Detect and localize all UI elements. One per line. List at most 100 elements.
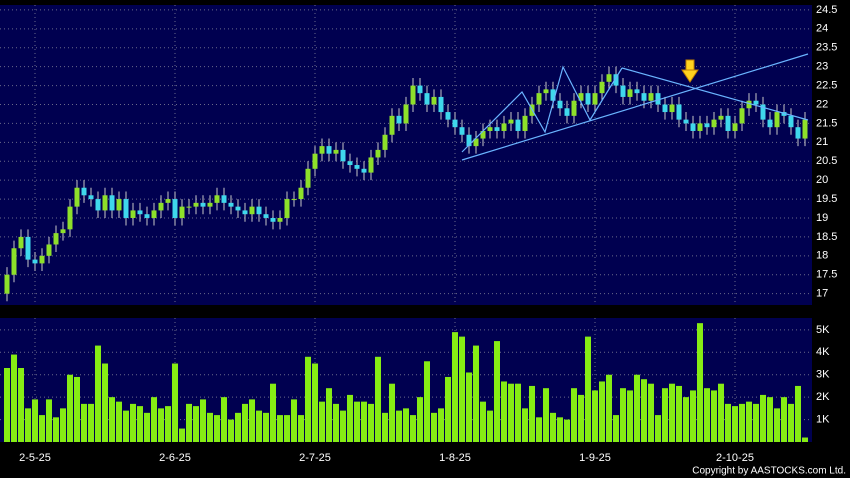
signal-arrow xyxy=(681,59,699,83)
candle-body xyxy=(18,236,24,249)
volume-bar xyxy=(760,394,766,442)
trend-lines xyxy=(461,53,809,161)
arrow-head xyxy=(681,69,699,83)
volume-bar xyxy=(445,376,451,442)
candle-body xyxy=(564,108,570,116)
volume-bar xyxy=(529,385,535,442)
volume-bar xyxy=(193,406,199,442)
volume-bar xyxy=(683,397,689,442)
candle-body xyxy=(46,244,52,256)
volume-bar xyxy=(172,363,178,442)
candle-body xyxy=(739,108,745,124)
candle-body xyxy=(221,195,227,203)
candle-body xyxy=(760,104,766,120)
volume-bar xyxy=(473,345,479,442)
copyright: Copyright by AASTOCKS.com Ltd. xyxy=(692,466,846,477)
candle-body xyxy=(368,157,374,173)
y-tick-label: 1K xyxy=(816,413,830,425)
candle-body xyxy=(606,74,612,82)
volume-bar xyxy=(641,379,647,442)
candle-body xyxy=(25,236,31,260)
candle-body xyxy=(522,115,528,131)
candle-body xyxy=(123,199,129,218)
volume-bar xyxy=(46,399,52,442)
candle-body xyxy=(172,199,178,218)
volume-bar xyxy=(74,376,80,442)
y-tick-label: 22.5 xyxy=(816,79,837,91)
candle-body xyxy=(725,115,731,131)
trend-line xyxy=(621,67,809,121)
candle-body xyxy=(298,187,304,200)
volume-bar xyxy=(452,332,458,442)
volume-bar xyxy=(263,412,269,442)
candle-body xyxy=(109,195,115,211)
candle-body xyxy=(676,104,682,120)
volume-bar xyxy=(214,415,220,442)
x-tick-label: 1-9-25 xyxy=(579,452,611,464)
volume-bar xyxy=(487,410,493,442)
candle-body xyxy=(536,93,542,105)
candle-body xyxy=(424,93,430,105)
volume-bar xyxy=(585,336,591,442)
volume-bar xyxy=(613,415,619,442)
candle-body xyxy=(683,119,689,124)
candle-body xyxy=(200,202,206,207)
volume-bar xyxy=(662,388,668,442)
volume-bar xyxy=(655,415,661,442)
volume-bar xyxy=(410,415,416,442)
price-panel xyxy=(0,5,812,305)
candle-body xyxy=(11,248,17,275)
candle-body xyxy=(396,115,402,124)
arrow-shaft xyxy=(685,59,695,71)
candle-body xyxy=(767,119,773,128)
candle-body xyxy=(207,202,213,207)
volume-bar xyxy=(291,399,297,442)
y-tick-label: 19 xyxy=(816,212,828,224)
candle-body xyxy=(627,89,633,97)
y-tick-label: 3K xyxy=(816,369,830,381)
volume-bar xyxy=(25,408,31,442)
candle-body xyxy=(753,100,759,105)
volume-bar xyxy=(438,408,444,442)
candle-body xyxy=(417,85,423,94)
candle-body xyxy=(718,115,724,120)
volume-bar xyxy=(606,374,612,442)
candle-body xyxy=(249,206,255,215)
candle-body xyxy=(410,85,416,105)
volume-bar xyxy=(95,345,101,442)
volume-bar xyxy=(732,406,738,442)
x-tick-label: 2-5-25 xyxy=(19,452,51,464)
volume-bar xyxy=(60,408,66,442)
volume-bar xyxy=(494,341,500,442)
volume-bar xyxy=(116,401,122,442)
volume-bar xyxy=(466,372,472,442)
y-tick-label: 19.5 xyxy=(816,193,837,205)
volume-bar xyxy=(165,406,171,442)
candle-body xyxy=(571,100,577,116)
volume-bar xyxy=(200,399,206,442)
y-tick-label: 18 xyxy=(816,250,828,262)
candle-body xyxy=(704,123,710,128)
volume-bar xyxy=(690,390,696,442)
candle-body xyxy=(151,210,157,218)
y-tick-label: 21 xyxy=(816,136,828,148)
volume-bar xyxy=(277,415,283,442)
volume-bar xyxy=(39,415,45,442)
y-tick-label: 20.5 xyxy=(816,155,837,167)
candle-body xyxy=(585,93,591,105)
candle-body xyxy=(802,119,808,139)
volume-bar xyxy=(375,356,381,442)
volume-bar xyxy=(704,388,710,442)
candle-body xyxy=(774,112,780,128)
volume-bar xyxy=(802,437,808,442)
volume-bar xyxy=(578,394,584,442)
candle-body xyxy=(375,149,381,158)
volume-bar xyxy=(137,406,143,442)
candle-body xyxy=(53,233,59,245)
candle-body xyxy=(697,123,703,131)
candle-body xyxy=(382,134,388,150)
candle-body xyxy=(291,199,297,201)
volume-bar xyxy=(368,403,374,442)
y-tick-label: 21.5 xyxy=(816,117,837,129)
